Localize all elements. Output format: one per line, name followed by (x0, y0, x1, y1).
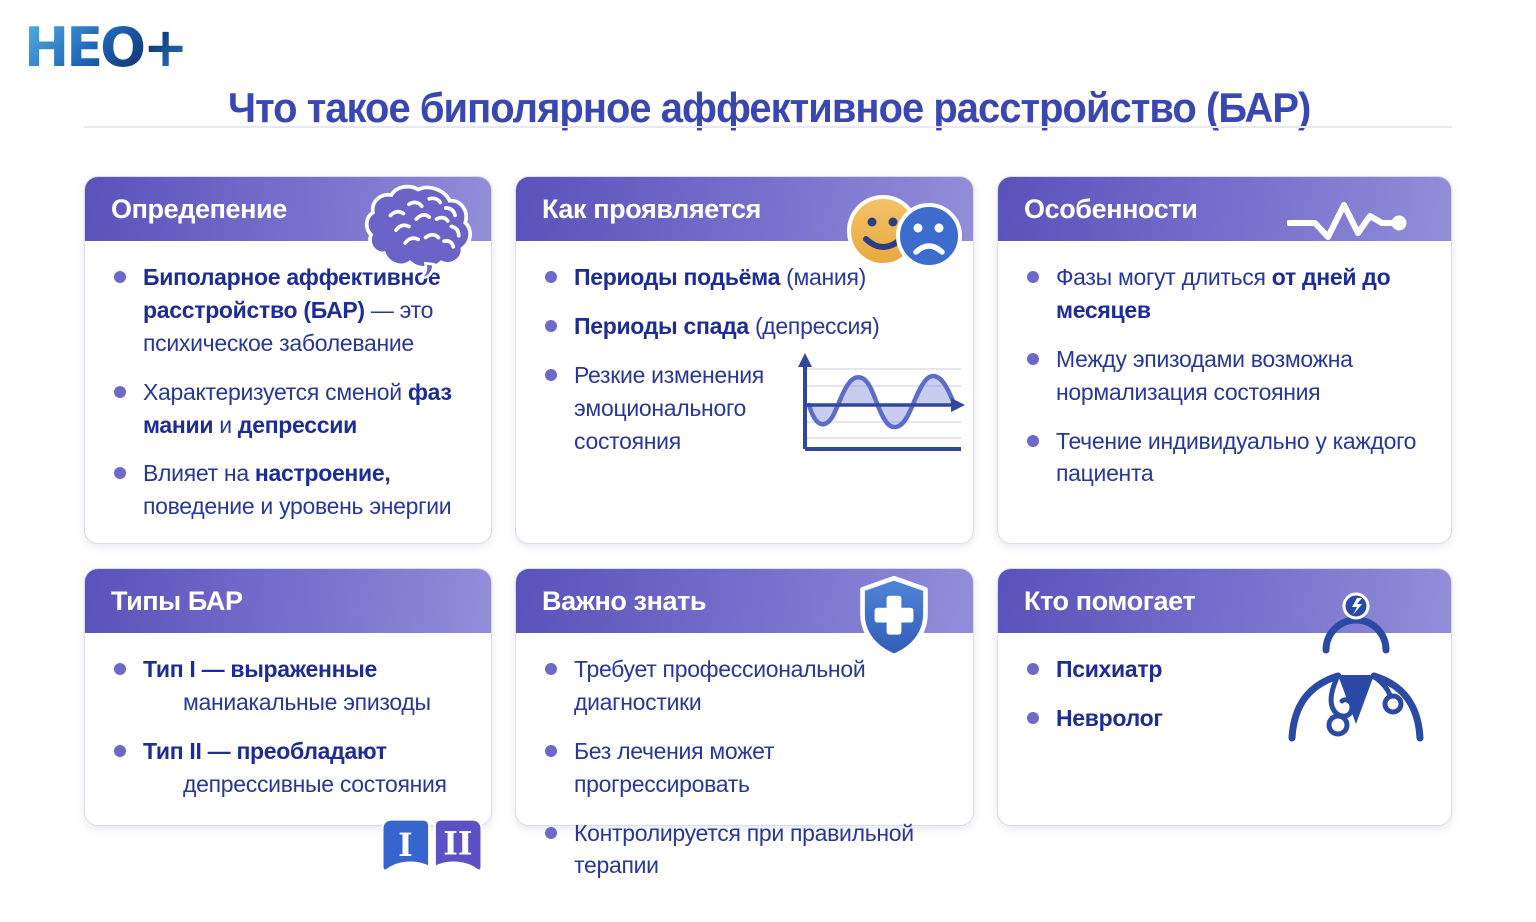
mood-faces-icon (845, 189, 965, 273)
bullet-item: Невролог (1024, 702, 1429, 735)
card-manifestation: Как проявляется Периоды подьёма (мания) П… (515, 176, 974, 544)
shield-cross-icon (857, 575, 931, 659)
card-features-header: Особенности (998, 177, 1451, 241)
card-helpers-header: Кто помогает (998, 569, 1451, 633)
mood-wave-chart (783, 353, 967, 455)
card-grid: Опредепение Биполарное аффективное расст… (84, 176, 1452, 878)
card-types-body: Тип I — выраженные маниакальные эпизоды Ти… (85, 633, 491, 872)
card-important-title: Важно знать (542, 585, 707, 616)
card-features: Особенности Фазы могут длиться от дней д… (997, 176, 1452, 544)
card-manifestation-body: Периоды подьёма (мания) Периоды спада (де… (516, 241, 973, 487)
pulse-icon (1286, 199, 1407, 245)
bullet-item: Характеризуется сменой фаз мании и депре… (111, 376, 469, 442)
page-title: Что такое биполярное аффективное расстро… (228, 84, 1311, 132)
definition-bullet-list: Биполарное аффективное расстройство (БАР… (111, 261, 469, 523)
type-one-label: I (398, 828, 413, 864)
card-helpers-title: Кто помогает (1024, 585, 1196, 616)
bullet-item: Резкие изменения эмоционального состояни… (542, 359, 809, 458)
card-important-body: Требует профессиональной диагностики Без … (516, 633, 973, 912)
card-definition-title: Опредепение (111, 193, 287, 224)
bullet-item: Биполарное аффективное расстройство (БАР… (111, 261, 469, 360)
bullet-item: Без лечения может прогрессировать (542, 735, 951, 801)
neo-plus-logo: НЕО+ (24, 16, 188, 79)
bullet-item: Требует профессиональной диагностики (542, 653, 951, 719)
type-two-label: II (443, 827, 472, 863)
brain-icon (363, 184, 477, 280)
bullet-item: Контролируется при правильной терапии (542, 817, 951, 883)
bullet-item: Течение индивидуально у каждого пациента (1024, 425, 1429, 491)
card-types-title: Типы БАР (111, 585, 243, 616)
logo-text: НЕО+ (24, 16, 188, 79)
doctor-icon (1276, 586, 1436, 746)
bullet-item: Фазы могут длиться от дней до месяцев (1024, 261, 1429, 327)
card-features-body: Фазы могут длиться от дней до месяцев Меж… (998, 241, 1451, 520)
card-types: Типы БАР Тип I — выраженные маниакальные … (84, 568, 492, 872)
card-definition: Опредепение Биполарное аффективное расст… (84, 176, 492, 544)
bullet-item: Тип II — преобладают депрессивные состоян… (111, 735, 469, 801)
card-helpers-body: Психиатр Невролог (998, 633, 1451, 765)
bullet-item: Между эпизодами возможна нормализация со… (1024, 343, 1386, 409)
types-bullet-list: Тип I — выраженные маниакальные эпизоды Ти… (111, 653, 469, 801)
helpers-bullet-list: Психиатр Невролог (1024, 653, 1429, 735)
card-manifestation-title: Как проявляется (542, 193, 761, 224)
title-divider (84, 126, 1452, 128)
bullet-item: Периоды подьёма (мания) (542, 261, 951, 294)
bullet-item: Периоды спада (депрессия) (542, 310, 951, 343)
bullet-item: Психиатр (1024, 653, 1429, 686)
bullet-item: Влияет на настроение, поведение и уровен… (111, 457, 469, 523)
card-definition-body: Биполарное аффективное расстройство (БАР… (85, 241, 491, 553)
important-bullet-list: Требует профессиональной диагностики Без … (542, 653, 951, 882)
card-important: Важно знать Требует профессиональной диа… (515, 568, 974, 878)
bullet-item: Тип I — выраженные маниакальные эпизоды (111, 653, 469, 719)
manifestation-bullet-list: Периоды подьёма (мания) Периоды спада (де… (542, 261, 951, 457)
card-features-title: Особенности (1024, 193, 1198, 224)
features-bullet-list: Фазы могут длиться от дней до месяцев Меж… (1024, 261, 1429, 490)
card-helpers: Кто помогает Психиатр Нев (997, 568, 1452, 826)
card-types-header: Типы БАР (85, 569, 491, 633)
type-badges-icon: I II (379, 807, 485, 883)
